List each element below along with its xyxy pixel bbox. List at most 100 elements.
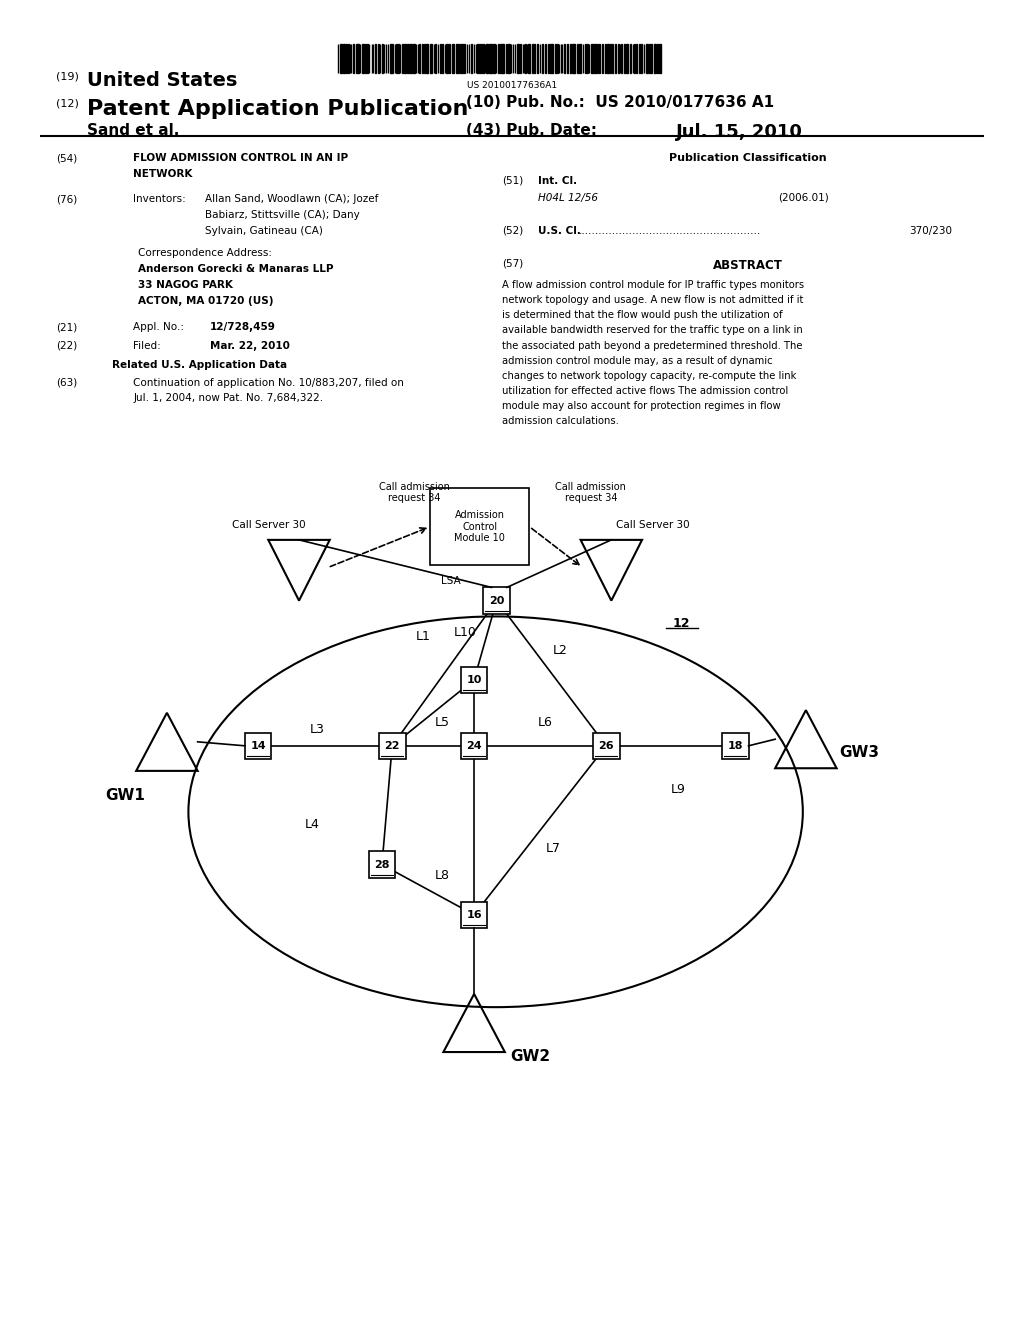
Text: 28: 28 bbox=[374, 859, 390, 870]
Text: L1: L1 bbox=[416, 630, 430, 643]
Text: (21): (21) bbox=[56, 322, 78, 333]
Bar bbox=[571, 44, 573, 73]
Text: GW2: GW2 bbox=[510, 1049, 550, 1064]
Bar bbox=[483, 44, 484, 73]
Bar bbox=[552, 44, 553, 73]
Text: United States: United States bbox=[87, 71, 238, 90]
Text: Continuation of application No. 10/883,207, filed on: Continuation of application No. 10/883,2… bbox=[133, 378, 404, 388]
Text: Mar. 22, 2010: Mar. 22, 2010 bbox=[210, 341, 290, 351]
Bar bbox=[508, 44, 510, 73]
Text: utilization for effected active flows The admission control: utilization for effected active flows Th… bbox=[502, 385, 788, 396]
Text: ......................................................: ........................................… bbox=[579, 226, 761, 236]
Text: LSA: LSA bbox=[440, 576, 461, 586]
Text: US 20100177636A1: US 20100177636A1 bbox=[467, 81, 557, 90]
Bar bbox=[538, 44, 539, 73]
Text: Inventors:: Inventors: bbox=[133, 194, 186, 205]
Bar bbox=[531, 44, 532, 73]
Text: 370/230: 370/230 bbox=[909, 226, 952, 236]
Text: 18: 18 bbox=[727, 741, 743, 751]
Bar bbox=[557, 44, 558, 73]
Bar bbox=[352, 44, 354, 73]
Text: L9: L9 bbox=[671, 783, 685, 796]
Bar bbox=[459, 44, 460, 73]
Text: FLOW ADMISSION CONTROL IN AN IP: FLOW ADMISSION CONTROL IN AN IP bbox=[133, 153, 348, 164]
Text: module may also account for protection regimes in flow: module may also account for protection r… bbox=[502, 401, 780, 412]
Bar bbox=[343, 44, 345, 73]
Bar bbox=[378, 44, 379, 73]
Text: U.S. Cl.: U.S. Cl. bbox=[538, 226, 581, 236]
Text: 10: 10 bbox=[466, 675, 482, 685]
Text: Allan Sand, Woodlawn (CA); Jozef: Allan Sand, Woodlawn (CA); Jozef bbox=[205, 194, 378, 205]
Bar bbox=[548, 44, 549, 73]
Text: L8: L8 bbox=[435, 869, 450, 882]
Text: 26: 26 bbox=[598, 741, 614, 751]
Text: L7: L7 bbox=[546, 842, 560, 855]
Bar bbox=[379, 733, 406, 759]
Bar bbox=[503, 44, 504, 73]
Text: Call Server 30: Call Server 30 bbox=[616, 520, 690, 531]
Bar bbox=[369, 851, 395, 878]
Text: 14: 14 bbox=[250, 741, 266, 751]
Text: (43) Pub. Date:: (43) Pub. Date: bbox=[466, 123, 597, 137]
Text: ABSTRACT: ABSTRACT bbox=[713, 259, 782, 272]
Text: available bandwidth reserved for the traffic type on a link in: available bandwidth reserved for the tra… bbox=[502, 325, 803, 335]
Bar bbox=[636, 44, 637, 73]
Bar bbox=[614, 44, 616, 73]
Bar bbox=[634, 44, 635, 73]
Bar bbox=[569, 44, 570, 73]
Bar bbox=[564, 44, 565, 73]
Bar bbox=[426, 44, 427, 73]
Text: Jul. 1, 2004, now Pat. No. 7,684,322.: Jul. 1, 2004, now Pat. No. 7,684,322. bbox=[133, 393, 324, 404]
Bar bbox=[420, 44, 421, 73]
Text: GW1: GW1 bbox=[105, 788, 145, 803]
Text: L6: L6 bbox=[538, 715, 552, 729]
Bar bbox=[630, 44, 631, 73]
Bar bbox=[602, 44, 603, 73]
Bar bbox=[654, 44, 655, 73]
Bar bbox=[646, 44, 648, 73]
Bar bbox=[457, 44, 458, 73]
Bar bbox=[550, 44, 552, 73]
Text: Publication Classification: Publication Classification bbox=[669, 153, 826, 164]
Text: (57): (57) bbox=[502, 259, 523, 269]
Bar bbox=[528, 44, 529, 73]
Bar bbox=[594, 44, 596, 73]
Bar bbox=[579, 44, 581, 73]
Text: L5: L5 bbox=[435, 715, 450, 729]
Bar bbox=[410, 44, 412, 73]
Text: Correspondence Address:: Correspondence Address: bbox=[138, 248, 272, 259]
Bar bbox=[599, 44, 600, 73]
Text: network topology and usage. A new flow is not admitted if it: network topology and usage. A new flow i… bbox=[502, 296, 803, 305]
Bar bbox=[597, 44, 598, 73]
Text: ACTON, MA 01720 (US): ACTON, MA 01720 (US) bbox=[138, 296, 273, 306]
Text: Int. Cl.: Int. Cl. bbox=[538, 176, 577, 186]
Text: Call Server 30: Call Server 30 bbox=[232, 520, 306, 531]
Bar bbox=[449, 44, 451, 73]
Bar bbox=[462, 44, 464, 73]
Bar bbox=[555, 44, 556, 73]
Text: 20: 20 bbox=[488, 595, 505, 606]
Bar bbox=[245, 733, 271, 759]
Bar bbox=[382, 44, 383, 73]
Bar bbox=[355, 44, 356, 73]
Bar bbox=[659, 44, 662, 73]
Bar bbox=[610, 44, 611, 73]
Bar bbox=[446, 44, 449, 73]
Bar bbox=[477, 44, 478, 73]
Bar bbox=[396, 44, 397, 73]
Text: 12/728,459: 12/728,459 bbox=[210, 322, 275, 333]
Text: H04L 12/56: H04L 12/56 bbox=[538, 193, 598, 203]
Text: Call admission
request 34: Call admission request 34 bbox=[555, 482, 627, 503]
Text: 16: 16 bbox=[466, 909, 482, 920]
Text: A flow admission control module for IP traffic types monitors: A flow admission control module for IP t… bbox=[502, 280, 804, 290]
Bar bbox=[591, 44, 593, 73]
Bar bbox=[542, 44, 544, 73]
Text: Filed:: Filed: bbox=[133, 341, 161, 351]
Text: Call admission
request 34: Call admission request 34 bbox=[379, 482, 451, 503]
Text: 33 NAGOG PARK: 33 NAGOG PARK bbox=[138, 280, 233, 290]
Text: (12): (12) bbox=[56, 99, 79, 110]
Text: (63): (63) bbox=[56, 378, 78, 388]
Bar bbox=[461, 667, 487, 693]
Text: (10) Pub. No.:  US 2010/0177636 A1: (10) Pub. No.: US 2010/0177636 A1 bbox=[466, 95, 774, 110]
Bar bbox=[362, 44, 365, 73]
